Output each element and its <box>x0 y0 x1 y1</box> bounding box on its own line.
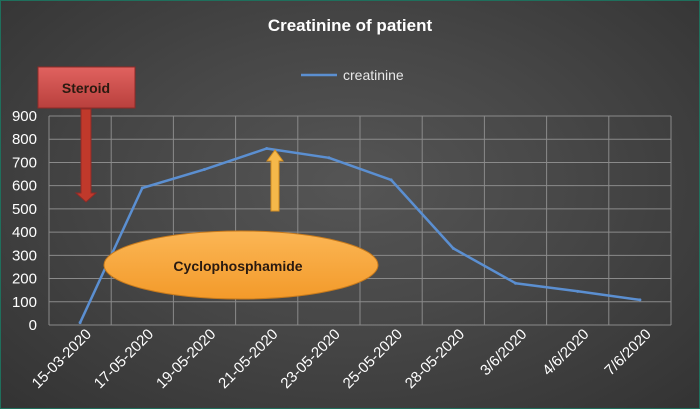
chart-title: Creatinine of patient <box>268 16 433 35</box>
y-tick-label: 800 <box>12 131 37 148</box>
x-tick-label: 3/6/2020 <box>477 326 530 379</box>
data-point <box>203 167 206 171</box>
x-tick-label: 25-05-2020 <box>340 326 406 392</box>
x-tick-label: 4/6/2020 <box>539 326 592 379</box>
y-tick-label: 0 <box>29 317 37 334</box>
data-point <box>78 321 82 325</box>
data-point <box>576 289 580 293</box>
x-tick-label: 21-05-2020 <box>215 326 281 392</box>
x-tick-label: 23-05-2020 <box>277 326 343 392</box>
y-tick-label: 500 <box>12 201 37 218</box>
data-point <box>265 147 269 151</box>
legend-label: creatinine <box>343 67 404 83</box>
y-tick-label: 900 <box>12 108 37 125</box>
up-arrow <box>266 149 284 212</box>
y-tick-label: 700 <box>12 154 37 171</box>
y-tick-label: 200 <box>12 271 37 288</box>
cyclophosphamide-ellipse <box>103 230 379 300</box>
steroid-label: Steroid <box>62 80 110 96</box>
cyclophosphamide-label: Cyclophosphamide <box>173 258 302 274</box>
x-tick-label: 19-05-2020 <box>153 326 219 392</box>
y-tick-label: 100 <box>12 294 37 311</box>
x-tick-label: 7/6/2020 <box>601 326 654 379</box>
steroid-box <box>37 66 136 109</box>
data-point <box>451 246 455 250</box>
data-point <box>327 156 331 160</box>
data-point <box>638 298 642 302</box>
data-point <box>389 178 393 182</box>
x-tick-label: 28-05-2020 <box>402 326 468 392</box>
y-tick-label: 300 <box>12 247 37 264</box>
data-point <box>514 281 517 285</box>
legend: creatinine <box>301 67 404 83</box>
steroid-annotation: Steroid <box>37 66 136 203</box>
y-tick-label: 400 <box>12 224 37 241</box>
cyclophosphamide-annotation: Cyclophosphamide <box>103 149 379 300</box>
x-tick-label: 17-05-2020 <box>91 326 157 392</box>
y-tick-label: 600 <box>12 178 37 195</box>
data-point <box>140 186 144 190</box>
steroid-down-arrow <box>74 108 98 203</box>
x-tick-label: 15-03-2020 <box>29 326 95 392</box>
series-line-creatinine <box>78 147 641 324</box>
